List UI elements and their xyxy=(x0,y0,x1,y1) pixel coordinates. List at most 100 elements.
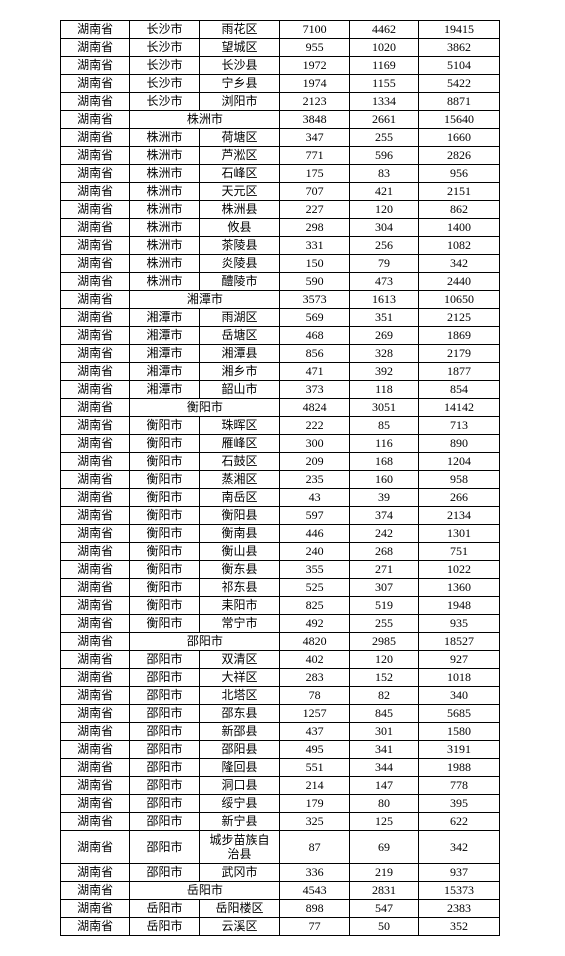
city-cell: 株洲市 xyxy=(130,183,199,201)
province-cell: 湖南省 xyxy=(61,417,130,435)
val3-cell: 15373 xyxy=(419,882,500,900)
val2-cell: 1613 xyxy=(349,291,418,309)
district-cell: 石鼓区 xyxy=(199,453,280,471)
table-row: 湖南省邵阳市绥宁县17980395 xyxy=(61,795,500,813)
city-cell: 长沙市 xyxy=(130,21,199,39)
val3-cell: 927 xyxy=(419,651,500,669)
val1-cell: 471 xyxy=(280,363,349,381)
district-cell: 株洲县 xyxy=(199,201,280,219)
val3-cell: 1022 xyxy=(419,561,500,579)
val3-cell: 890 xyxy=(419,435,500,453)
val1-cell: 240 xyxy=(280,543,349,561)
val1-cell: 525 xyxy=(280,579,349,597)
val2-cell: 255 xyxy=(349,615,418,633)
val3-cell: 395 xyxy=(419,795,500,813)
val1-cell: 331 xyxy=(280,237,349,255)
province-cell: 湖南省 xyxy=(61,399,130,417)
val1-cell: 355 xyxy=(280,561,349,579)
val1-cell: 707 xyxy=(280,183,349,201)
val1-cell: 300 xyxy=(280,435,349,453)
city-cell: 长沙市 xyxy=(130,93,199,111)
table-row: 湖南省湘潭市湘潭县8563282179 xyxy=(61,345,500,363)
val2-cell: 3051 xyxy=(349,399,418,417)
table-row: 湖南省衡阳市4824305114142 xyxy=(61,399,500,417)
val1-cell: 179 xyxy=(280,795,349,813)
district-cell: 绥宁县 xyxy=(199,795,280,813)
val2-cell: 473 xyxy=(349,273,418,291)
province-cell: 湖南省 xyxy=(61,543,130,561)
val1-cell: 7100 xyxy=(280,21,349,39)
data-table: 湖南省长沙市雨花区7100446219415湖南省长沙市望城区955102038… xyxy=(60,20,500,936)
province-cell: 湖南省 xyxy=(61,435,130,453)
province-cell: 湖南省 xyxy=(61,579,130,597)
district-cell: 衡东县 xyxy=(199,561,280,579)
val2-cell: 1169 xyxy=(349,57,418,75)
province-cell: 湖南省 xyxy=(61,363,130,381)
city-cell: 邵阳市 xyxy=(130,669,199,687)
val2-cell: 118 xyxy=(349,381,418,399)
province-cell: 湖南省 xyxy=(61,489,130,507)
table-row: 湖南省衡阳市衡东县3552711022 xyxy=(61,561,500,579)
district-cell: 望城区 xyxy=(199,39,280,57)
val1-cell: 325 xyxy=(280,813,349,831)
table-row: 湖南省衡阳市雁峰区300116890 xyxy=(61,435,500,453)
city-cell: 邵阳市 xyxy=(130,759,199,777)
val2-cell: 374 xyxy=(349,507,418,525)
table-row: 湖南省湘潭市雨湖区5693512125 xyxy=(61,309,500,327)
city-cell: 邵阳市 xyxy=(130,705,199,723)
val2-cell: 82 xyxy=(349,687,418,705)
district-cell: 隆回县 xyxy=(199,759,280,777)
city-cell: 衡阳市 xyxy=(130,507,199,525)
district-cell: 双清区 xyxy=(199,651,280,669)
city-cell: 衡阳市 xyxy=(130,453,199,471)
val3-cell: 751 xyxy=(419,543,500,561)
district-cell: 珠晖区 xyxy=(199,417,280,435)
province-cell: 湖南省 xyxy=(61,93,130,111)
city-cell: 衡阳市 xyxy=(130,435,199,453)
province-cell: 湖南省 xyxy=(61,129,130,147)
val2-cell: 147 xyxy=(349,777,418,795)
val3-cell: 1360 xyxy=(419,579,500,597)
province-cell: 湖南省 xyxy=(61,237,130,255)
val1-cell: 1257 xyxy=(280,705,349,723)
district-cell: 醴陵市 xyxy=(199,273,280,291)
province-cell: 湖南省 xyxy=(61,882,130,900)
val2-cell: 2661 xyxy=(349,111,418,129)
table-row: 湖南省长沙市长沙县197211695104 xyxy=(61,57,500,75)
val3-cell: 342 xyxy=(419,255,500,273)
province-cell: 湖南省 xyxy=(61,111,130,129)
table-row: 湖南省株洲市天元区7074212151 xyxy=(61,183,500,201)
province-cell: 湖南省 xyxy=(61,309,130,327)
district-cell: 湘潭县 xyxy=(199,345,280,363)
city-subtotal-cell: 岳阳市 xyxy=(130,882,280,900)
district-cell: 茶陵县 xyxy=(199,237,280,255)
table-row: 湖南省长沙市望城区95510203862 xyxy=(61,39,500,57)
val2-cell: 1155 xyxy=(349,75,418,93)
city-cell: 湘潭市 xyxy=(130,309,199,327)
val3-cell: 5422 xyxy=(419,75,500,93)
val2-cell: 2985 xyxy=(349,633,418,651)
table-row: 湖南省邵阳市洞口县214147778 xyxy=(61,777,500,795)
val3-cell: 5685 xyxy=(419,705,500,723)
province-cell: 湖南省 xyxy=(61,723,130,741)
province-cell: 湖南省 xyxy=(61,273,130,291)
val3-cell: 2440 xyxy=(419,273,500,291)
province-cell: 湖南省 xyxy=(61,147,130,165)
district-cell: 云溪区 xyxy=(199,918,280,936)
val1-cell: 569 xyxy=(280,309,349,327)
table-row: 湖南省岳阳市岳阳楼区8985472383 xyxy=(61,900,500,918)
district-cell: 荷塘区 xyxy=(199,129,280,147)
val1-cell: 3573 xyxy=(280,291,349,309)
province-cell: 湖南省 xyxy=(61,687,130,705)
val3-cell: 14142 xyxy=(419,399,500,417)
city-cell: 岳阳市 xyxy=(130,918,199,936)
val3-cell: 713 xyxy=(419,417,500,435)
province-cell: 湖南省 xyxy=(61,39,130,57)
table-row: 湖南省株洲市荷塘区3472551660 xyxy=(61,129,500,147)
table-row: 湖南省株洲市石峰区17583956 xyxy=(61,165,500,183)
province-cell: 湖南省 xyxy=(61,759,130,777)
district-cell: 雨湖区 xyxy=(199,309,280,327)
val1-cell: 2123 xyxy=(280,93,349,111)
table-row: 湖南省株洲市株洲县227120862 xyxy=(61,201,500,219)
val2-cell: 1020 xyxy=(349,39,418,57)
